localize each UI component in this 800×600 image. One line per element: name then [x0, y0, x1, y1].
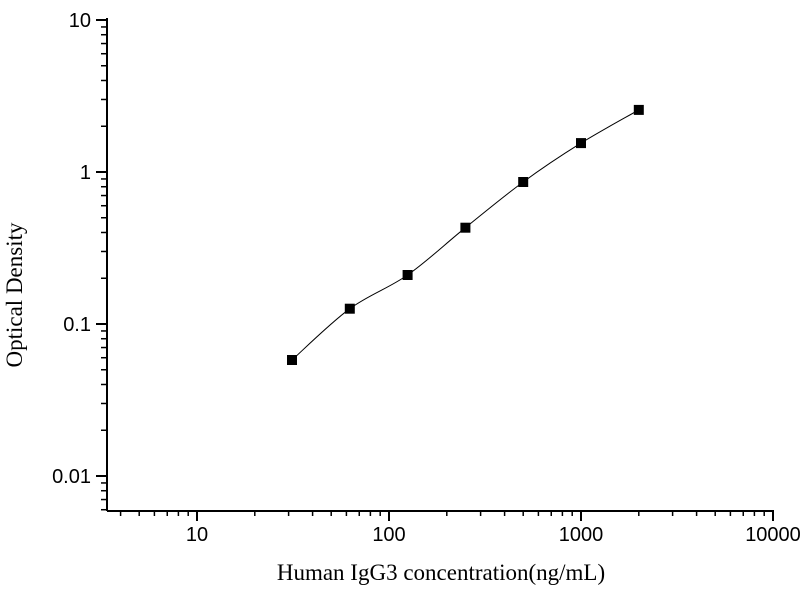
x-tick-label: 10000 [745, 524, 800, 546]
x-tick-label: 100 [372, 524, 405, 546]
data-point-marker [460, 222, 471, 233]
fit-line [291, 109, 640, 361]
data-series [287, 104, 644, 365]
data-point-marker [402, 270, 413, 280]
data-point-marker [633, 104, 644, 115]
tick-labels: 10 1 0.1 0.01 10 100 1000 10000 [52, 10, 800, 546]
y-tick-label: 0.1 [63, 314, 91, 336]
data-point-marker [344, 303, 355, 314]
y-axis-title: Optical Density [2, 222, 27, 367]
data-point-marker [576, 138, 586, 149]
x-tick-label: 1000 [559, 524, 604, 546]
axes [96, 18, 774, 521]
x-axis-title: Human IgG3 concentration(ng/mL) [277, 560, 605, 585]
y-tick-label: 1 [80, 162, 91, 184]
data-point-marker [287, 355, 297, 365]
y-tick-label: 10 [69, 10, 91, 32]
x-tick-label: 10 [186, 524, 208, 546]
y-tick-label: 0.01 [52, 466, 91, 488]
data-point-marker [518, 177, 529, 187]
